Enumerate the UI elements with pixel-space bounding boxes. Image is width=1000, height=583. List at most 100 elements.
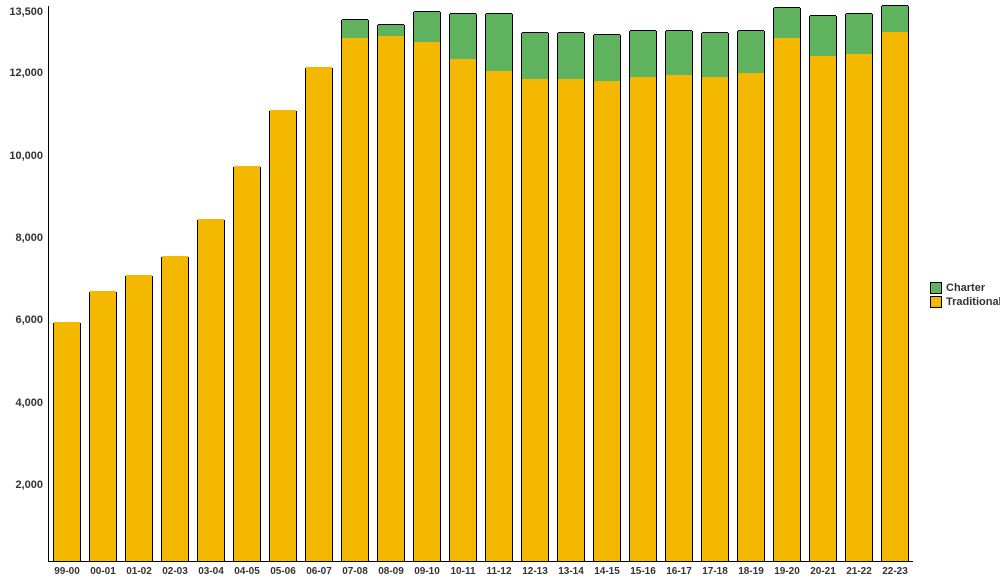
bar-segment-charter: [594, 34, 620, 81]
bar-segment-charter: [774, 7, 800, 38]
x-tick-label: 20-21: [810, 562, 836, 577]
bar: [53, 323, 81, 562]
bar-segment-traditional: [90, 291, 116, 561]
bar: [125, 276, 153, 562]
x-tick-label: 09-10: [414, 562, 440, 577]
x-tick-label: 04-05: [234, 562, 260, 577]
y-tick-label: 10,000: [9, 150, 49, 162]
bar-segment-traditional: [378, 36, 404, 561]
stacked-bar-chart: 2,0004,0006,0008,00010,00012,00013,50099…: [0, 0, 1000, 583]
bar-segment-charter: [486, 13, 512, 71]
x-tick-label: 11-12: [486, 562, 511, 577]
bar-segment-traditional: [666, 75, 692, 561]
x-tick-label: 13-14: [558, 562, 584, 577]
legend: Charter Traditional: [930, 282, 1000, 310]
plot-area: 2,0004,0006,0008,00010,00012,00013,50099…: [48, 6, 913, 562]
bar-segment-charter: [666, 30, 692, 75]
y-tick-label: 13,500: [9, 6, 49, 18]
bar: [413, 12, 441, 562]
bar: [845, 14, 873, 562]
y-tick-label: 8,000: [15, 232, 49, 244]
bar-segment-traditional: [594, 81, 620, 561]
legend-label: Traditional: [946, 296, 1000, 308]
bar-segment-charter: [702, 32, 728, 77]
bar-segment-charter: [378, 24, 404, 36]
x-tick-label: 01-02: [126, 562, 152, 577]
bar: [665, 31, 693, 562]
y-tick-label: 12,000: [9, 67, 49, 79]
bar: [881, 6, 909, 562]
bar-segment-traditional: [846, 54, 872, 561]
bar-segment-traditional: [342, 38, 368, 561]
x-tick-label: 17-18: [702, 562, 728, 577]
bar-segment-traditional: [558, 79, 584, 561]
bar: [161, 257, 189, 562]
x-tick-label: 07-08: [342, 562, 368, 577]
bar-segment-traditional: [810, 56, 836, 561]
bar-segment-charter: [630, 30, 656, 77]
bar-segment-charter: [846, 13, 872, 54]
bar: [449, 14, 477, 562]
x-tick-label: 12-13: [522, 562, 548, 577]
bar: [521, 33, 549, 562]
x-tick-label: 15-16: [630, 562, 656, 577]
bar-segment-traditional: [270, 110, 296, 561]
legend-label: Charter: [946, 282, 985, 294]
x-tick-label: 14-15: [594, 562, 620, 577]
bar: [197, 220, 225, 562]
bar: [701, 33, 729, 562]
bar-segment-charter: [882, 5, 908, 32]
bar: [377, 25, 405, 562]
bar-segment-traditional: [486, 71, 512, 561]
x-tick-label: 08-09: [378, 562, 404, 577]
bar-segment-traditional: [126, 275, 152, 561]
bar: [485, 14, 513, 562]
y-tick-label: 6,000: [15, 314, 49, 326]
bar-segment-charter: [450, 13, 476, 58]
bar: [557, 33, 585, 562]
x-tick-label: 18-19: [738, 562, 764, 577]
x-tick-label: 19-20: [774, 562, 800, 577]
bar-segment-traditional: [702, 77, 728, 561]
legend-item: Traditional: [930, 296, 1000, 308]
bar-segment-traditional: [162, 256, 188, 561]
bar: [737, 31, 765, 562]
legend-swatch: [930, 296, 942, 308]
bar-segment-traditional: [414, 42, 440, 561]
x-tick-label: 00-01: [90, 562, 116, 577]
bar-segment-charter: [414, 11, 440, 42]
bar: [593, 35, 621, 562]
x-tick-label: 21-22: [846, 562, 872, 577]
bar-segment-traditional: [882, 32, 908, 561]
bar-segment-traditional: [306, 67, 332, 561]
x-tick-label: 06-07: [306, 562, 332, 577]
bar: [809, 16, 837, 562]
bar-segment-traditional: [630, 77, 656, 561]
bar-segment-traditional: [522, 79, 548, 561]
legend-item: Charter: [930, 282, 1000, 294]
bar-segment-traditional: [738, 73, 764, 561]
bar-segment-traditional: [450, 59, 476, 561]
x-tick-label: 22-23: [882, 562, 908, 577]
bar-segment-traditional: [774, 38, 800, 561]
bar: [269, 111, 297, 562]
bar-segment-charter: [738, 30, 764, 73]
x-tick-label: 03-04: [198, 562, 224, 577]
bar-segment-charter: [810, 15, 836, 56]
bar-segment-traditional: [234, 166, 260, 561]
bar: [305, 68, 333, 562]
legend-swatch: [930, 282, 942, 294]
x-tick-label: 10-11: [450, 562, 475, 577]
y-tick-label: 4,000: [15, 397, 49, 409]
x-tick-label: 16-17: [666, 562, 692, 577]
bar: [89, 292, 117, 562]
bar-segment-traditional: [198, 219, 224, 561]
bar-segment-charter: [342, 19, 368, 38]
x-tick-label: 05-06: [270, 562, 296, 577]
x-tick-label: 99-00: [54, 562, 80, 577]
bar: [233, 167, 261, 562]
bar-segment-charter: [522, 32, 548, 79]
bar-segment-traditional: [54, 322, 80, 561]
bar: [629, 31, 657, 562]
bar: [341, 20, 369, 562]
